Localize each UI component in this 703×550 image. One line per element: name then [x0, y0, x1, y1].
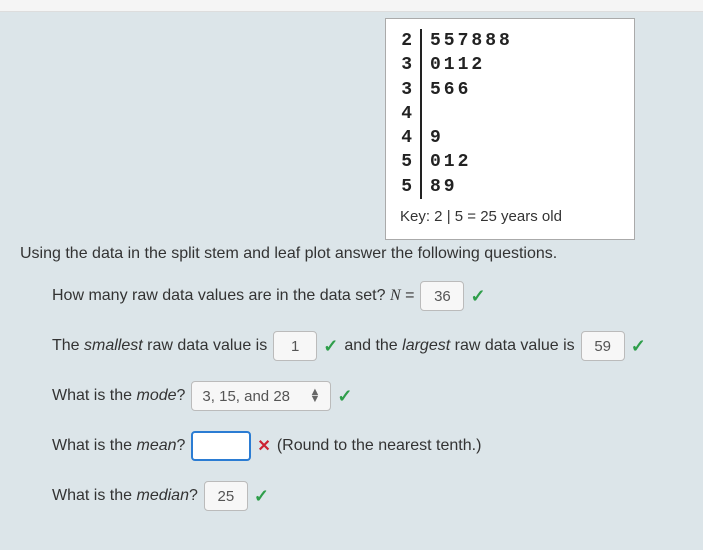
- q4-mean-input[interactable]: [191, 431, 251, 461]
- leaf-value: 9: [422, 126, 444, 150]
- stem-value: 3: [400, 53, 422, 77]
- check-icon: ✓: [254, 486, 269, 507]
- questions-region: Using the data in the split stem and lea…: [20, 245, 693, 531]
- check-icon: ✓: [323, 336, 338, 357]
- question-count: How many raw data values are in the data…: [52, 281, 693, 311]
- q3-ital: mode: [136, 387, 176, 404]
- stem-value: 3: [400, 78, 422, 102]
- question-mean: What is the mean? ✕ (Round to the neares…: [52, 431, 693, 461]
- q4-pre: What is the: [52, 437, 136, 454]
- stem-value: 4: [400, 126, 422, 150]
- q2-mid2: and the: [344, 337, 402, 354]
- q2-smallest-input[interactable]: 1: [273, 331, 317, 361]
- q3-q: ?: [177, 387, 186, 404]
- q5-median-input[interactable]: 25: [204, 481, 248, 511]
- q5-pre: What is the: [52, 487, 136, 504]
- q1-answer-input[interactable]: 36: [420, 281, 464, 311]
- q2-text: The smallest raw data value is: [52, 337, 267, 355]
- q1-eq: =: [401, 287, 415, 304]
- q3-pre: What is the: [52, 387, 136, 404]
- window-top-strip: [0, 0, 703, 12]
- leaf-value: 0112: [422, 53, 485, 77]
- stem-leaf-row: 49: [400, 126, 620, 150]
- cross-icon: ✕: [257, 436, 270, 456]
- stem-leaf-row: 3566: [400, 78, 620, 102]
- q5-ital: median: [136, 487, 188, 504]
- stem-leaf-row: 589: [400, 175, 620, 199]
- instructions-text: Using the data in the split stem and lea…: [20, 245, 693, 263]
- q4-label: What is the mean?: [52, 437, 185, 455]
- q2-largest-label: largest: [402, 337, 450, 354]
- q1-var: N: [390, 287, 401, 304]
- stem-leaf-row: 5012: [400, 150, 620, 174]
- stem-value: 4: [400, 102, 422, 126]
- q3-label: What is the mode?: [52, 387, 185, 405]
- q4-hint: (Round to the nearest tenth.): [277, 437, 482, 455]
- q4-ital: mean: [136, 437, 176, 454]
- stem-leaf-plot: 25578883011235664495012589 Key: 2 | 5 = …: [385, 18, 635, 240]
- q2-pre1: The: [52, 337, 84, 354]
- question-median: What is the median? 25 ✓: [52, 481, 693, 511]
- q1-label: How many raw data values are in the data…: [52, 287, 414, 305]
- select-caret-icon: ▲ ▼: [310, 389, 321, 402]
- leaf-value: [422, 102, 430, 126]
- q3-mode-select[interactable]: 3, 15, and 28 ▲ ▼: [191, 381, 331, 411]
- leaf-value: 012: [422, 150, 471, 174]
- stem-value: 2: [400, 29, 422, 53]
- leaf-value: 566: [422, 78, 471, 102]
- check-icon: ✓: [631, 336, 646, 357]
- stem-value: 5: [400, 150, 422, 174]
- q2-mid3: raw data value is: [450, 337, 575, 354]
- stem-leaf-rows: 25578883011235664495012589: [400, 29, 620, 199]
- stem-leaf-row: 2557888: [400, 29, 620, 53]
- q4-q: ?: [177, 437, 186, 454]
- stem-leaf-row: 4: [400, 102, 620, 126]
- check-icon: ✓: [470, 286, 485, 307]
- q2-text2: and the largest raw data value is: [344, 337, 574, 355]
- stem-value: 5: [400, 175, 422, 199]
- leaf-value: 557888: [422, 29, 513, 53]
- stem-leaf-row: 30112: [400, 53, 620, 77]
- q2-mid1: raw data value is: [143, 337, 268, 354]
- leaf-value: 89: [422, 175, 458, 199]
- question-smallest-largest: The smallest raw data value is 1 ✓ and t…: [52, 331, 693, 361]
- q1-label-pre: How many raw data values are in the data…: [52, 287, 390, 304]
- q5-q: ?: [189, 487, 198, 504]
- caret-down-icon: ▼: [310, 396, 321, 403]
- q2-largest-input[interactable]: 59: [581, 331, 625, 361]
- check-icon: ✓: [337, 386, 352, 407]
- question-mode: What is the mode? 3, 15, and 28 ▲ ▼ ✓: [52, 381, 693, 411]
- stem-leaf-key: Key: 2 | 5 = 25 years old: [400, 207, 620, 227]
- q5-label: What is the median?: [52, 487, 198, 505]
- q2-smallest-label: smallest: [84, 337, 143, 354]
- q3-value: 3, 15, and 28: [202, 388, 290, 405]
